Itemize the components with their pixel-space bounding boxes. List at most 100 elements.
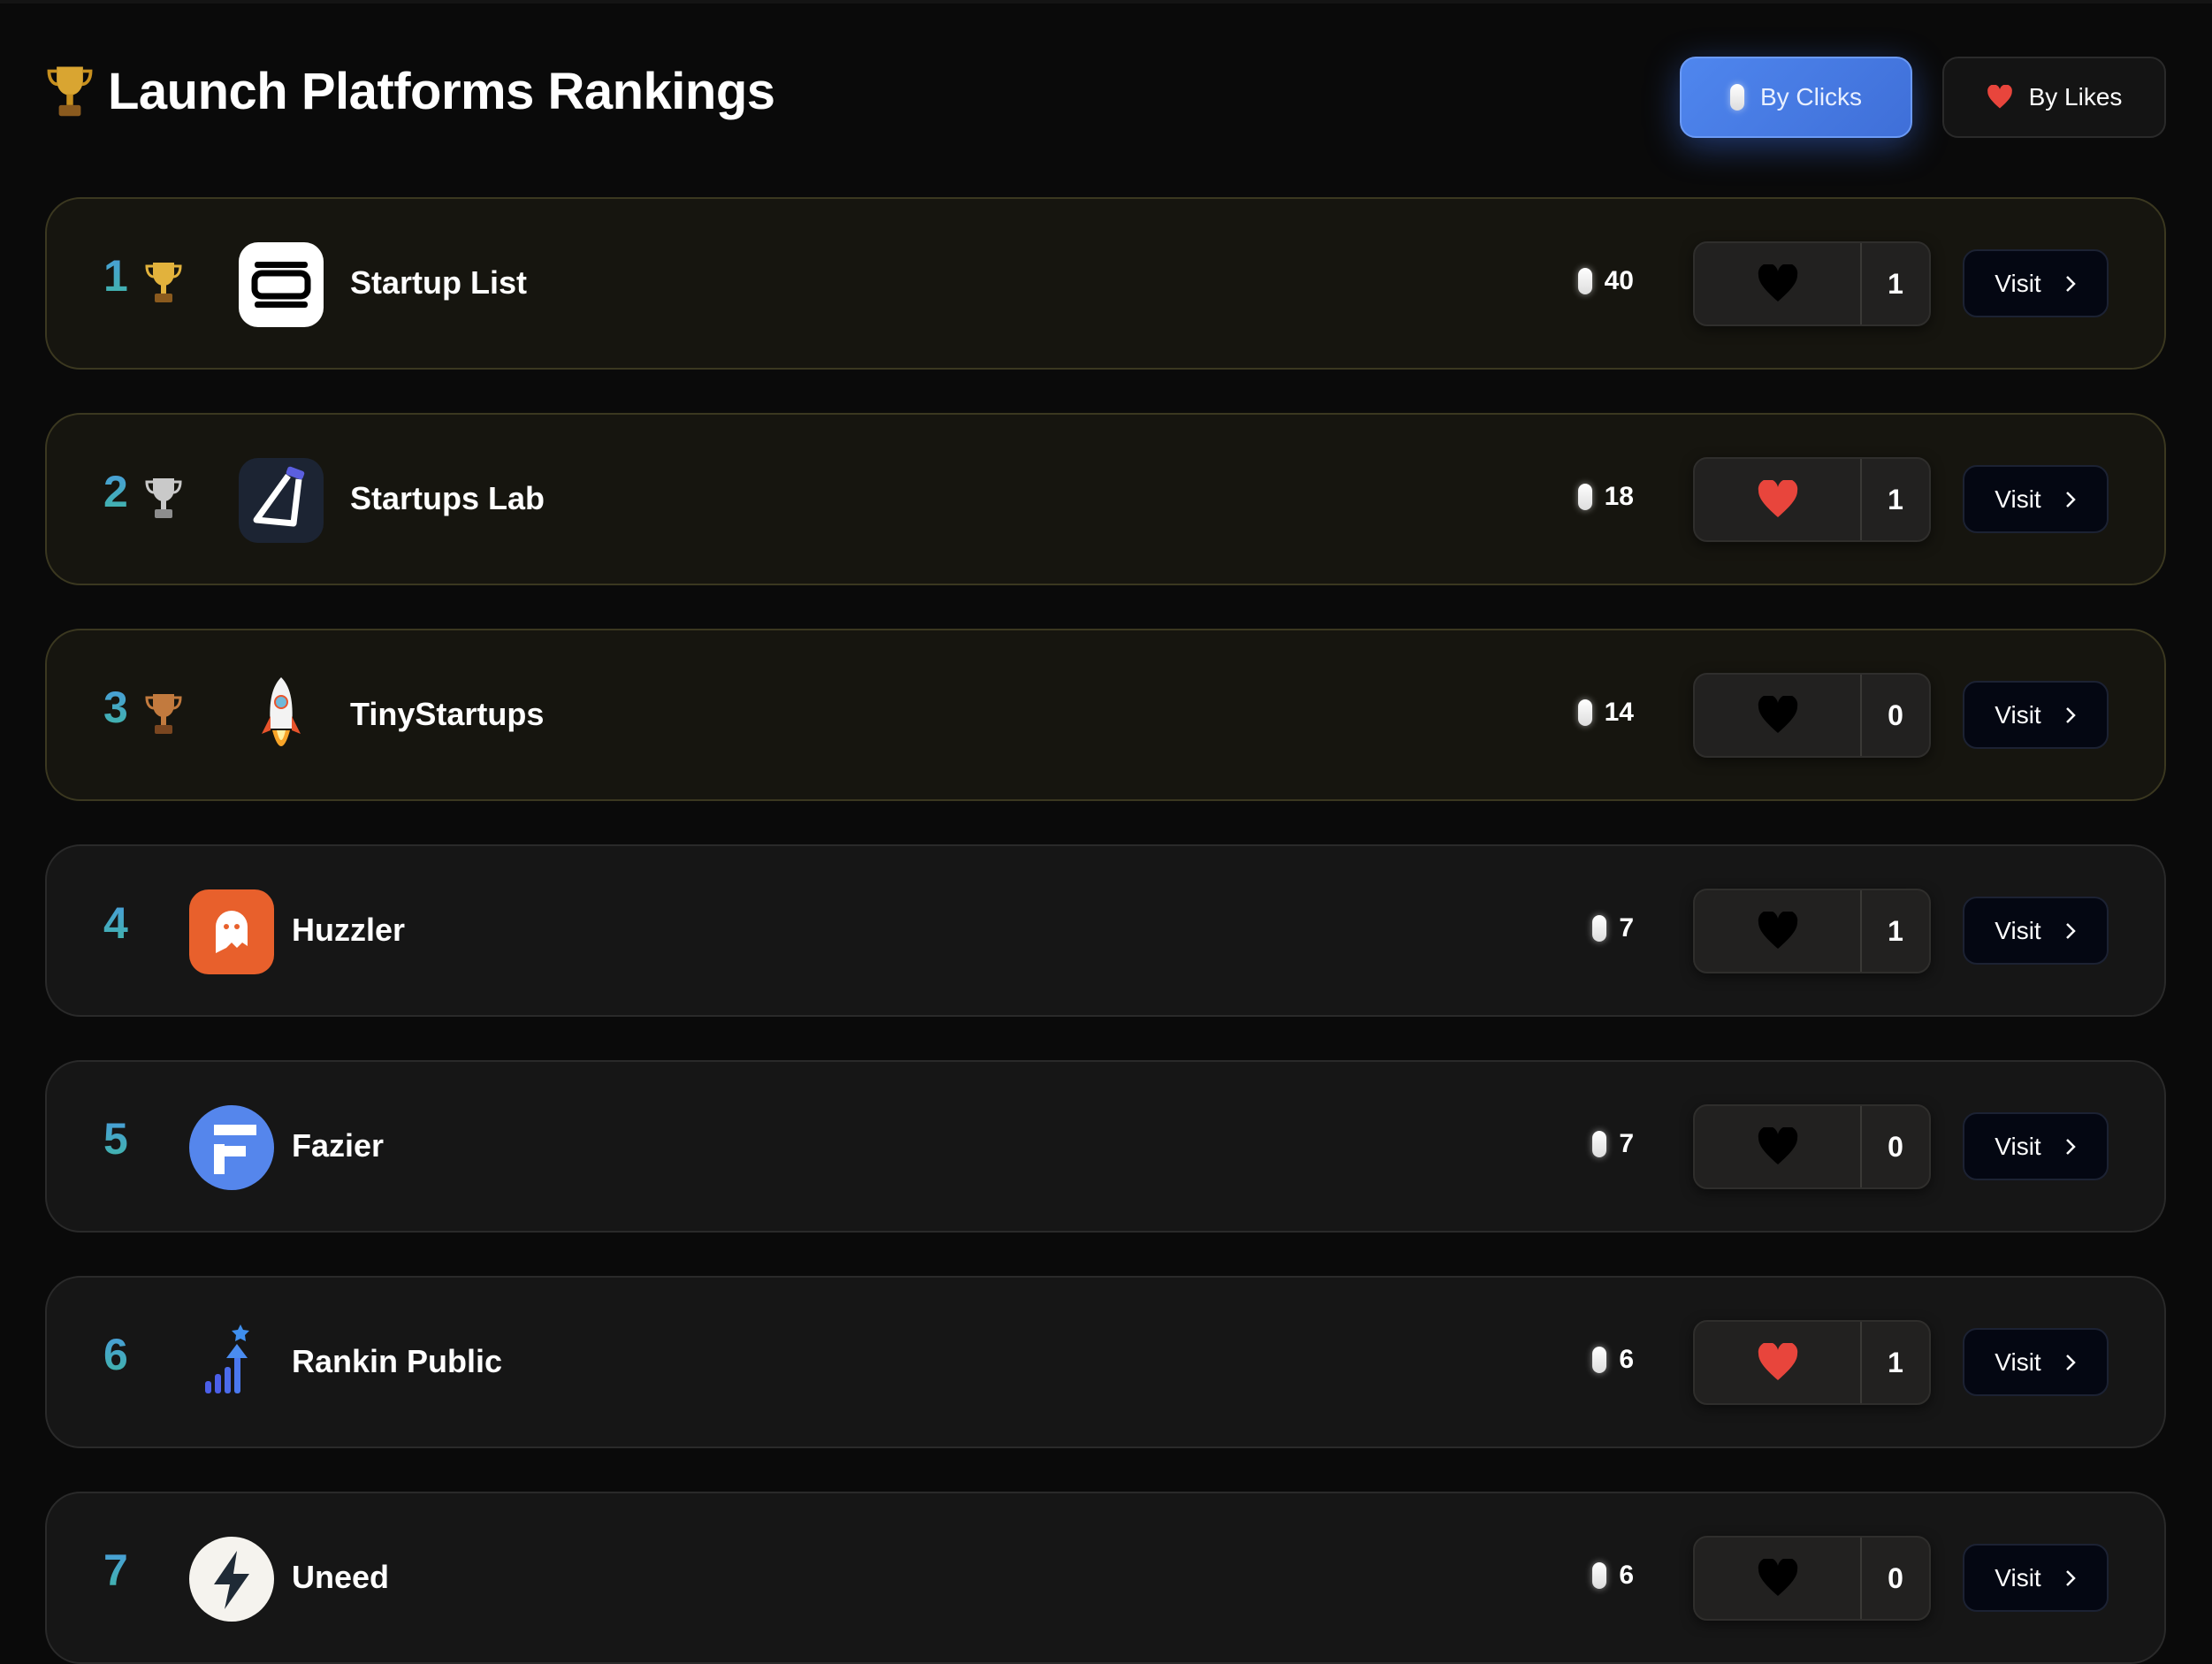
- ranking-row: 7 Uneed 6 0 Visit: [45, 1492, 2166, 1664]
- chevron-right-icon: [2065, 1354, 2076, 1370]
- chevron-right-icon: [2065, 706, 2076, 723]
- startup-list-logo: [239, 242, 324, 327]
- trophy-icon: [47, 65, 93, 116]
- visit-button[interactable]: Visit: [1963, 1544, 2109, 1612]
- startups-lab-logo: [239, 458, 324, 543]
- visit-label: Visit: [1995, 1563, 2041, 1591]
- platform-name: Startup List: [350, 264, 528, 301]
- like-control: 0: [1693, 1536, 1931, 1621]
- mouse-icon: [1729, 84, 1744, 111]
- ranking-row: 4 Huzzler 7 1 Visit: [45, 844, 2166, 1017]
- platform-name: Startups Lab: [350, 480, 545, 516]
- ranking-row: 1 Startup List 40 1 Visit: [45, 197, 2166, 370]
- visit-button[interactable]: Visit: [1963, 465, 2109, 533]
- page-header: Launch Platforms Rankings: [44, 62, 775, 121]
- visit-label: Visit: [1995, 485, 2041, 513]
- heart-icon: [1758, 912, 1797, 949]
- click-count: 6: [1592, 1345, 1634, 1375]
- click-count-value: 6: [1619, 1561, 1634, 1590]
- heart-icon: [1758, 480, 1797, 517]
- click-count: 18: [1577, 482, 1634, 512]
- click-count: 40: [1577, 266, 1634, 296]
- platform-name: Uneed: [292, 1559, 390, 1595]
- click-count: 14: [1577, 698, 1634, 728]
- visit-button[interactable]: Visit: [1963, 249, 2109, 317]
- like-count: 1: [1888, 914, 1903, 947]
- bronze-trophy-icon: [145, 694, 182, 734]
- like-button[interactable]: [1695, 675, 1862, 756]
- click-count: 7: [1592, 913, 1634, 943]
- gold-trophy-icon: [145, 263, 182, 302]
- sort-by-clicks-button[interactable]: By Clicks: [1680, 57, 1912, 138]
- heart-icon: [1758, 264, 1797, 302]
- sort-by-likes-label: By Likes: [2028, 83, 2123, 111]
- rank-number: 5: [103, 1114, 128, 1164]
- huzzler-logo: [189, 889, 274, 974]
- silver-trophy-icon: [145, 478, 182, 518]
- ranking-row: 5 Fazier 7 0 Visit: [45, 1060, 2166, 1233]
- like-button[interactable]: [1695, 1538, 1862, 1619]
- visit-label: Visit: [1995, 700, 2041, 729]
- click-count-value: 7: [1619, 1129, 1634, 1158]
- visit-label: Visit: [1995, 1132, 2041, 1160]
- rank-number: 4: [103, 898, 128, 948]
- click-count-value: 40: [1604, 266, 1634, 295]
- platform-name: TinyStartups: [350, 696, 545, 732]
- visit-label: Visit: [1995, 916, 2041, 944]
- chevron-right-icon: [2065, 1569, 2076, 1586]
- like-button[interactable]: [1695, 459, 1862, 540]
- rank-number: 2: [103, 467, 128, 516]
- click-count-value: 6: [1619, 1345, 1634, 1374]
- chevron-right-icon: [2065, 922, 2076, 939]
- like-button[interactable]: [1695, 1106, 1862, 1187]
- like-count: 0: [1888, 1561, 1903, 1594]
- like-count: 1: [1888, 267, 1903, 300]
- click-count-value: 18: [1604, 482, 1634, 511]
- visit-label: Visit: [1995, 269, 2041, 297]
- chevron-right-icon: [2065, 491, 2076, 508]
- like-count: 1: [1888, 1346, 1903, 1378]
- mouse-icon: [1592, 1562, 1607, 1589]
- rank-number: 6: [103, 1330, 128, 1379]
- visit-button[interactable]: Visit: [1963, 1112, 2109, 1180]
- ranking-row: 3 TinyStartups 14 0 Visit: [45, 629, 2166, 801]
- page-title: Launch Platforms Rankings: [108, 63, 775, 120]
- rankin-public-logo: [205, 1324, 249, 1393]
- visit-button[interactable]: Visit: [1963, 681, 2109, 749]
- like-count: 0: [1888, 698, 1903, 731]
- uneed-logo: [189, 1537, 274, 1622]
- visit-button[interactable]: Visit: [1963, 897, 2109, 965]
- mouse-icon: [1592, 1347, 1607, 1373]
- click-count-value: 14: [1604, 698, 1634, 727]
- like-control: 1: [1693, 1320, 1931, 1405]
- like-button[interactable]: [1695, 243, 1862, 324]
- like-button[interactable]: [1695, 1322, 1862, 1403]
- click-count-value: 7: [1619, 913, 1634, 943]
- like-control: 0: [1693, 673, 1931, 758]
- like-control: 1: [1693, 241, 1931, 326]
- heart-icon: [1758, 1127, 1797, 1164]
- chevron-right-icon: [2065, 275, 2076, 292]
- ranking-row: 2 Startups Lab 18 1 Visit: [45, 413, 2166, 585]
- chevron-right-icon: [2065, 1138, 2076, 1155]
- sort-by-likes-button[interactable]: By Likes: [1942, 57, 2166, 138]
- like-button[interactable]: [1695, 890, 1862, 972]
- heart-icon: [1758, 1343, 1797, 1380]
- platform-name: Rankin Public: [292, 1343, 503, 1379]
- platform-name: Huzzler: [292, 912, 406, 948]
- platform-name: Fazier: [292, 1127, 385, 1164]
- click-count: 6: [1592, 1561, 1634, 1591]
- fazier-logo: [189, 1105, 274, 1190]
- like-count: 0: [1888, 1130, 1903, 1163]
- rank-number: 1: [103, 251, 128, 301]
- mouse-icon: [1577, 699, 1592, 726]
- sort-by-clicks-label: By Clicks: [1759, 83, 1863, 111]
- tinystartups-logo: [262, 677, 301, 746]
- mouse-icon: [1577, 268, 1592, 294]
- like-control: 1: [1693, 457, 1931, 542]
- mouse-icon: [1577, 484, 1592, 510]
- click-count: 7: [1592, 1129, 1634, 1159]
- visit-button[interactable]: Visit: [1963, 1328, 2109, 1396]
- like-control: 0: [1693, 1104, 1931, 1189]
- heart-icon: [1758, 1559, 1797, 1596]
